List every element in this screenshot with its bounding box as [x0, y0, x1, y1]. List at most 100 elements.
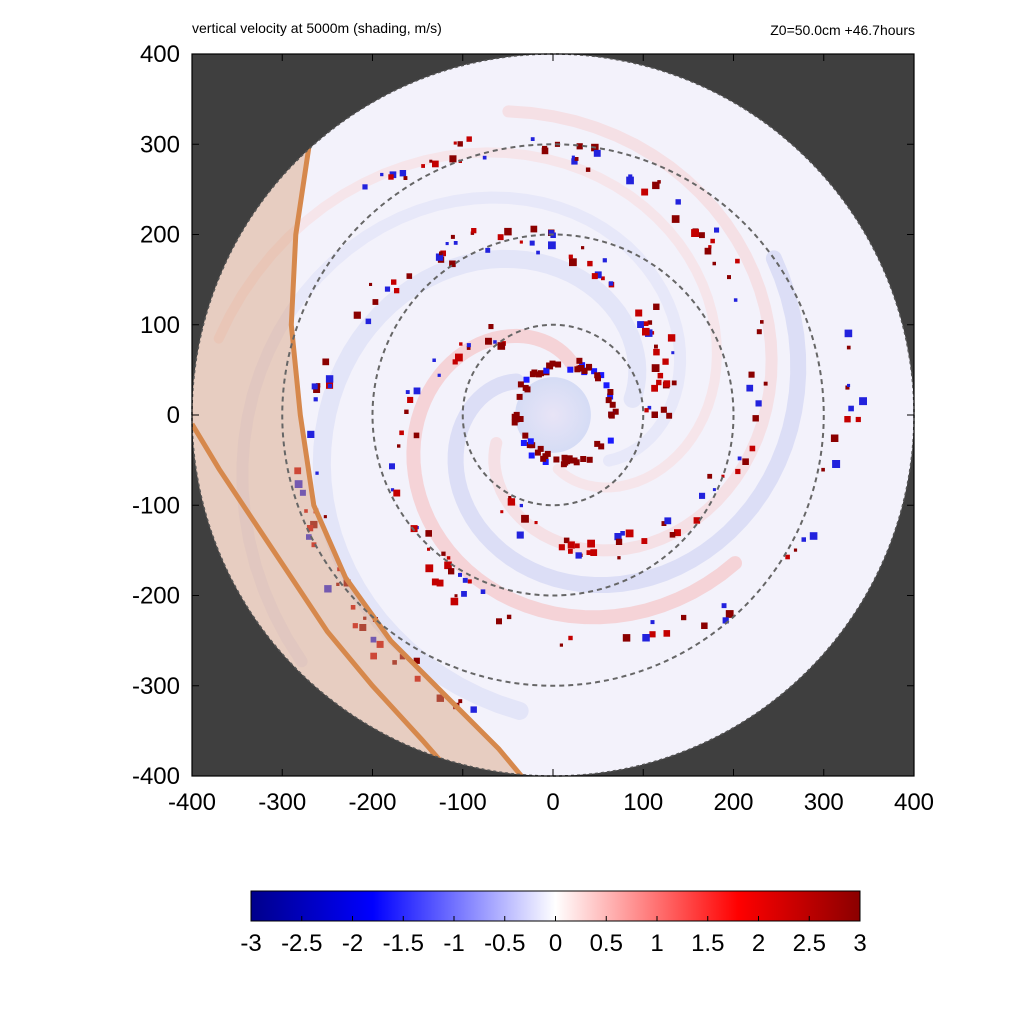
eyewall-cell: [542, 459, 549, 465]
rainband-cell: [727, 275, 731, 280]
rainband-cell: [466, 136, 472, 142]
eyewall-cell: [520, 440, 527, 446]
spiral-band: [488, 105, 778, 557]
rainband-cell: [404, 409, 409, 414]
eyewall-cell: [603, 382, 610, 389]
rainband-cell: [663, 630, 671, 637]
rainband-cell: [541, 147, 549, 155]
eyewall-cell: [523, 376, 530, 383]
rainband-cell: [436, 694, 444, 702]
rainband-cell: [500, 510, 504, 514]
y-tick-label: -300: [132, 673, 180, 700]
range-ring: [461, 323, 645, 507]
rainband-cell: [497, 342, 506, 350]
rainband-cell: [431, 578, 439, 586]
eyewall-cell: [517, 416, 524, 422]
rainband-cell: [454, 594, 458, 598]
rainband-cell: [529, 240, 535, 246]
rainband-cell: [353, 311, 361, 319]
rainband-cell: [712, 261, 716, 266]
rainband-cell: [642, 327, 650, 336]
rainband-cell: [453, 241, 458, 245]
colorbar-tick-label: -1.5: [383, 930, 424, 957]
chart-title: vertical velocity at 5000m (shading, m/s…: [192, 20, 442, 36]
y-tick-label: -100: [132, 492, 180, 519]
rainband-cell: [674, 529, 681, 537]
rainband-cell: [809, 532, 818, 540]
eyewall-cell: [581, 367, 588, 374]
colorbar-tick-label: -1: [443, 930, 464, 957]
eyewall-cell: [555, 361, 562, 368]
rainband-cell: [294, 480, 303, 488]
spiral-band: [406, 328, 742, 625]
rainband-cell: [859, 397, 867, 406]
rainband-cell: [722, 617, 729, 624]
rainband-cell: [586, 550, 592, 555]
eyewall-cell: [529, 442, 536, 449]
rainband-cell: [681, 614, 687, 621]
eyewall-cell: [513, 411, 520, 418]
rainband-cell: [439, 251, 443, 256]
convective-cells: [294, 136, 867, 713]
x-tick-label: -300: [258, 789, 306, 816]
rainband-cell: [394, 288, 400, 294]
rainband-cell: [405, 390, 410, 394]
eyewall-cell: [567, 366, 574, 373]
eyewall-cell: [544, 450, 551, 457]
rainband-cell: [585, 167, 591, 172]
rainband-cell: [699, 232, 705, 239]
rainband-cell: [370, 636, 377, 643]
eyewall-cell: [549, 360, 556, 367]
eyewall-cell: [511, 419, 518, 426]
rainband-cell: [485, 247, 491, 253]
rainband-cell: [310, 520, 318, 529]
rainband-cell: [450, 597, 459, 606]
rainband-cell: [669, 532, 676, 538]
spiral-band: [213, 147, 722, 493]
colorbar: -3 -2.5 -2 -1.5 -1 -0.5 0 0.5 1 1.5 2 2.5 3: [240, 890, 867, 957]
eyewall-cell: [528, 452, 535, 459]
spiral-band: [447, 250, 807, 593]
rainband-cell: [675, 199, 681, 205]
rainband-cell: [644, 408, 649, 413]
eyewall-cell: [560, 461, 567, 468]
rainband-cell: [482, 155, 487, 160]
eyewall-cell: [546, 362, 553, 369]
rainband-cell: [446, 556, 451, 560]
rainband-cell: [641, 188, 649, 196]
rainband-cell: [369, 282, 373, 286]
rainband-cell: [471, 228, 477, 234]
rainband-cell: [397, 444, 401, 448]
rainband-cell: [617, 556, 621, 560]
range-ring: [281, 143, 825, 687]
eye-region: [515, 377, 591, 453]
rainband-cell: [742, 458, 749, 465]
rainband-cell: [432, 160, 439, 168]
rainband-cell: [306, 534, 312, 540]
rainband-cell: [587, 539, 595, 548]
rainband-cell: [403, 176, 408, 180]
rainband-cell: [444, 561, 452, 570]
rainband-cell: [793, 548, 798, 552]
eyewall-cell: [522, 432, 529, 439]
rainband-cell: [832, 460, 841, 468]
rainband-cell: [643, 321, 649, 326]
rainband-cell: [735, 258, 740, 264]
x-tick-label: 0: [546, 789, 559, 816]
rainband-cell: [496, 618, 502, 625]
rainband-cell: [622, 634, 631, 642]
rainband-cell: [399, 430, 404, 436]
rainband-cell: [748, 371, 755, 378]
rainband-cell: [710, 238, 715, 244]
x-axis: -400 -300 -200 -100 0 100 200 300 400: [168, 54, 934, 816]
rainband-cell: [569, 258, 577, 267]
rainband-cell: [651, 384, 658, 392]
rainband-cell: [641, 538, 648, 544]
rainband-cell: [581, 246, 585, 250]
rainband-cell: [647, 405, 652, 410]
eyewall-cell: [580, 456, 587, 462]
rainband-cell: [390, 488, 395, 492]
rainband-cell: [785, 554, 790, 560]
rainband-cell: [432, 358, 436, 362]
eyewall-cell: [553, 456, 560, 463]
